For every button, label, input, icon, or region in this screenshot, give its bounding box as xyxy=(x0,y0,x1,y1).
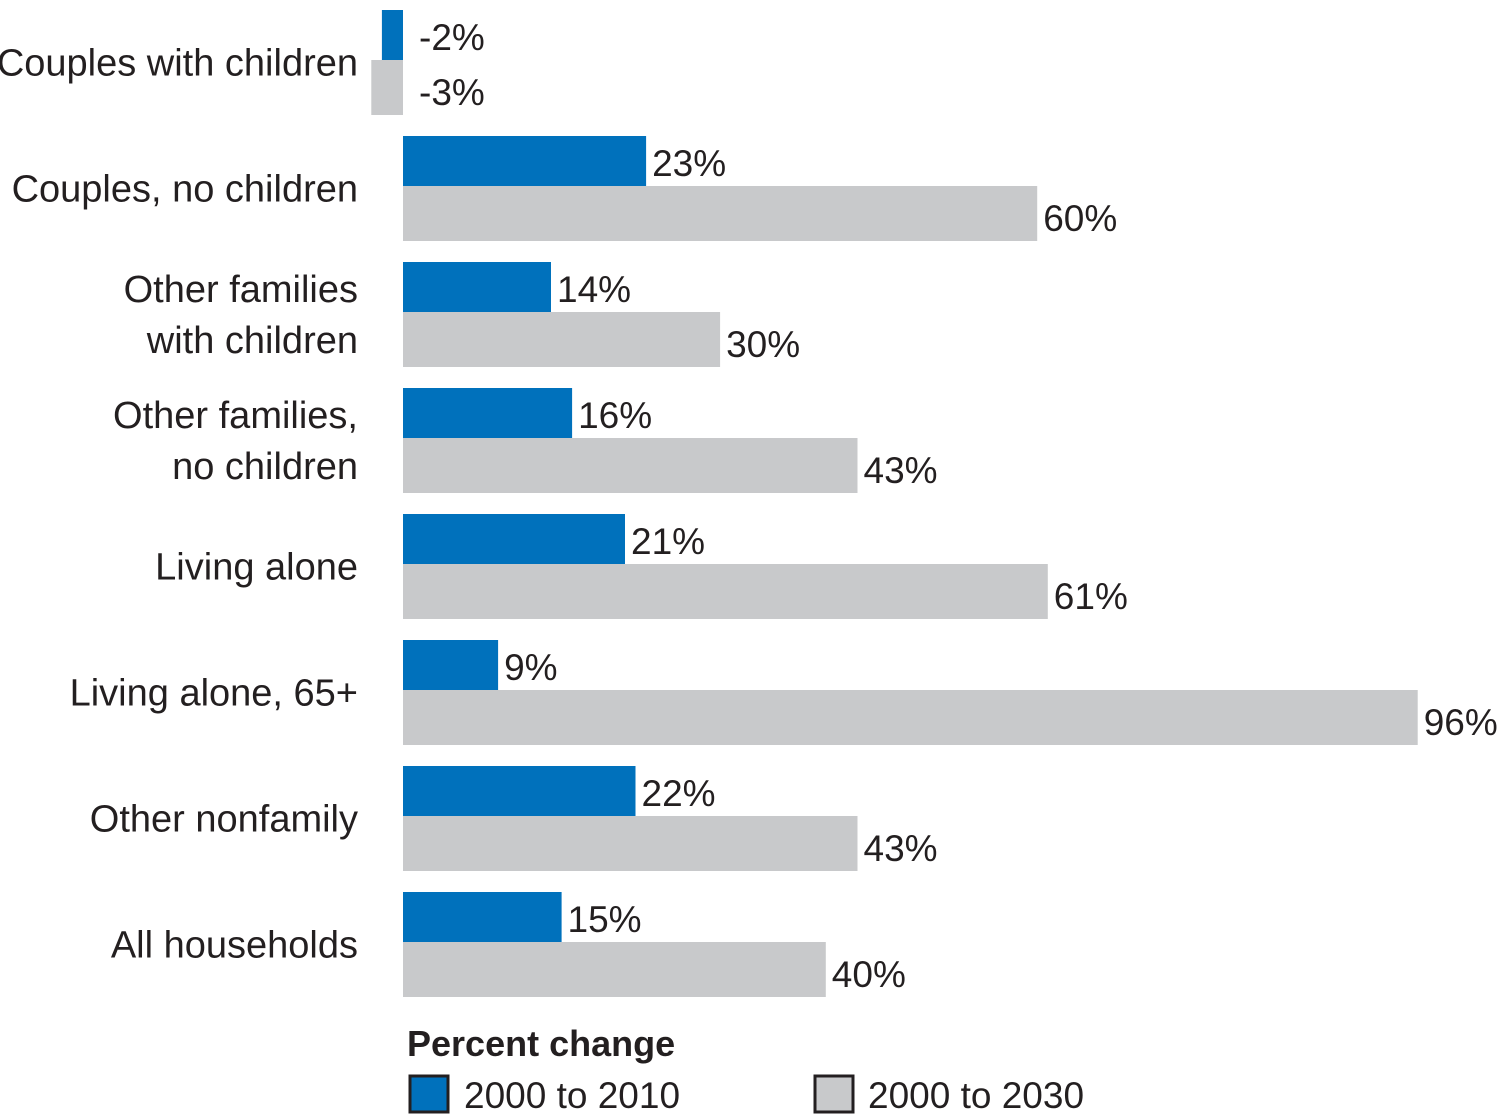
value-label-other-nonfamily-2000-to-2030: 43% xyxy=(864,828,938,869)
legend-label-2000-2030: 2000 to 2030 xyxy=(868,1075,1084,1116)
category-label-living-alone-65: Living alone, 65+ xyxy=(70,673,358,715)
value-label-couples-with-children-2000-to-2010: -2% xyxy=(419,17,485,58)
value-label-all-households-2000-to-2010: 15% xyxy=(568,899,642,940)
value-label-living-alone-65-2000-to-2010: 9% xyxy=(504,647,557,688)
legend-swatch-2000-2030 xyxy=(813,1074,855,1114)
category-label-other-families-no-children-line-2: no children xyxy=(172,446,358,488)
value-label-living-alone-65-2000-to-2030: 96% xyxy=(1424,702,1498,743)
value-label-couples-no-children-2000-to-2010: 23% xyxy=(652,143,726,184)
category-label-other-families-with-children-line-2: with children xyxy=(146,320,358,362)
value-label-other-families-no-children-2000-to-2010: 16% xyxy=(578,395,652,436)
value-label-living-alone-2000-to-2030: 61% xyxy=(1054,576,1128,617)
bar-all-households-2000-to-2030 xyxy=(403,942,826,997)
category-label-other-nonfamily: Other nonfamily xyxy=(90,799,358,841)
bar-other-nonfamily-2000-to-2010 xyxy=(403,766,636,816)
bar-other-families-with-children-2000-to-2030 xyxy=(403,312,721,367)
bar-living-alone-2000-to-2010 xyxy=(403,514,625,564)
bar-couples-no-children-2000-to-2030 xyxy=(403,186,1038,241)
value-label-all-households-2000-to-2030: 40% xyxy=(832,954,906,995)
bar-living-alone-65-2000-to-2030 xyxy=(403,690,1418,745)
category-label-other-families-no-children-line-1: Other families, xyxy=(113,395,358,437)
bar-other-families-with-children-2000-to-2010 xyxy=(403,262,551,312)
value-label-couples-no-children-2000-to-2030: 60% xyxy=(1043,198,1117,239)
category-label-living-alone: Living alone xyxy=(155,547,358,589)
value-label-other-families-no-children-2000-to-2030: 43% xyxy=(864,450,938,491)
bar-living-alone-65-2000-to-2010 xyxy=(403,640,499,690)
category-label-other-families-with-children-line-1: Other families xyxy=(124,269,358,311)
legend-label-2000-2010: 2000 to 2010 xyxy=(464,1075,680,1116)
bar-all-households-2000-to-2010 xyxy=(403,892,562,942)
bar-other-nonfamily-2000-to-2030 xyxy=(403,816,858,871)
bars-layer xyxy=(371,10,1418,997)
category-label-all-households: All households xyxy=(111,925,358,967)
value-label-living-alone-2000-to-2010: 21% xyxy=(631,521,705,562)
bar-other-families-no-children-2000-to-2030 xyxy=(403,438,858,493)
value-label-other-families-with-children-2000-to-2030: 30% xyxy=(726,324,800,365)
labels-layer: -2% -3% Couples with children 23% 60% Couples… xyxy=(0,17,1498,995)
value-label-other-families-with-children-2000-to-2010: 14% xyxy=(557,269,631,310)
legend: Percent change 2000 to 2010 2000 to 2030 xyxy=(407,1023,1084,1116)
bar-living-alone-2000-to-2030 xyxy=(403,564,1048,619)
bar-other-families-no-children-2000-to-2010 xyxy=(403,388,573,438)
bar-couples-no-children-2000-to-2010 xyxy=(403,136,647,186)
category-label-couples-with-children: Couples with children xyxy=(0,43,358,85)
legend-swatch-2000-2010 xyxy=(408,1074,450,1114)
legend-title: Percent change xyxy=(407,1023,675,1064)
value-label-couples-with-children-2000-to-2030: -3% xyxy=(419,72,485,113)
category-label-couples-no-children: Couples, no children xyxy=(12,169,358,211)
bar-couples-with-children-2000-to-2030 xyxy=(371,60,403,115)
bar-couples-with-children-2000-to-2010 xyxy=(381,10,403,60)
value-label-other-nonfamily-2000-to-2010: 22% xyxy=(642,773,716,814)
